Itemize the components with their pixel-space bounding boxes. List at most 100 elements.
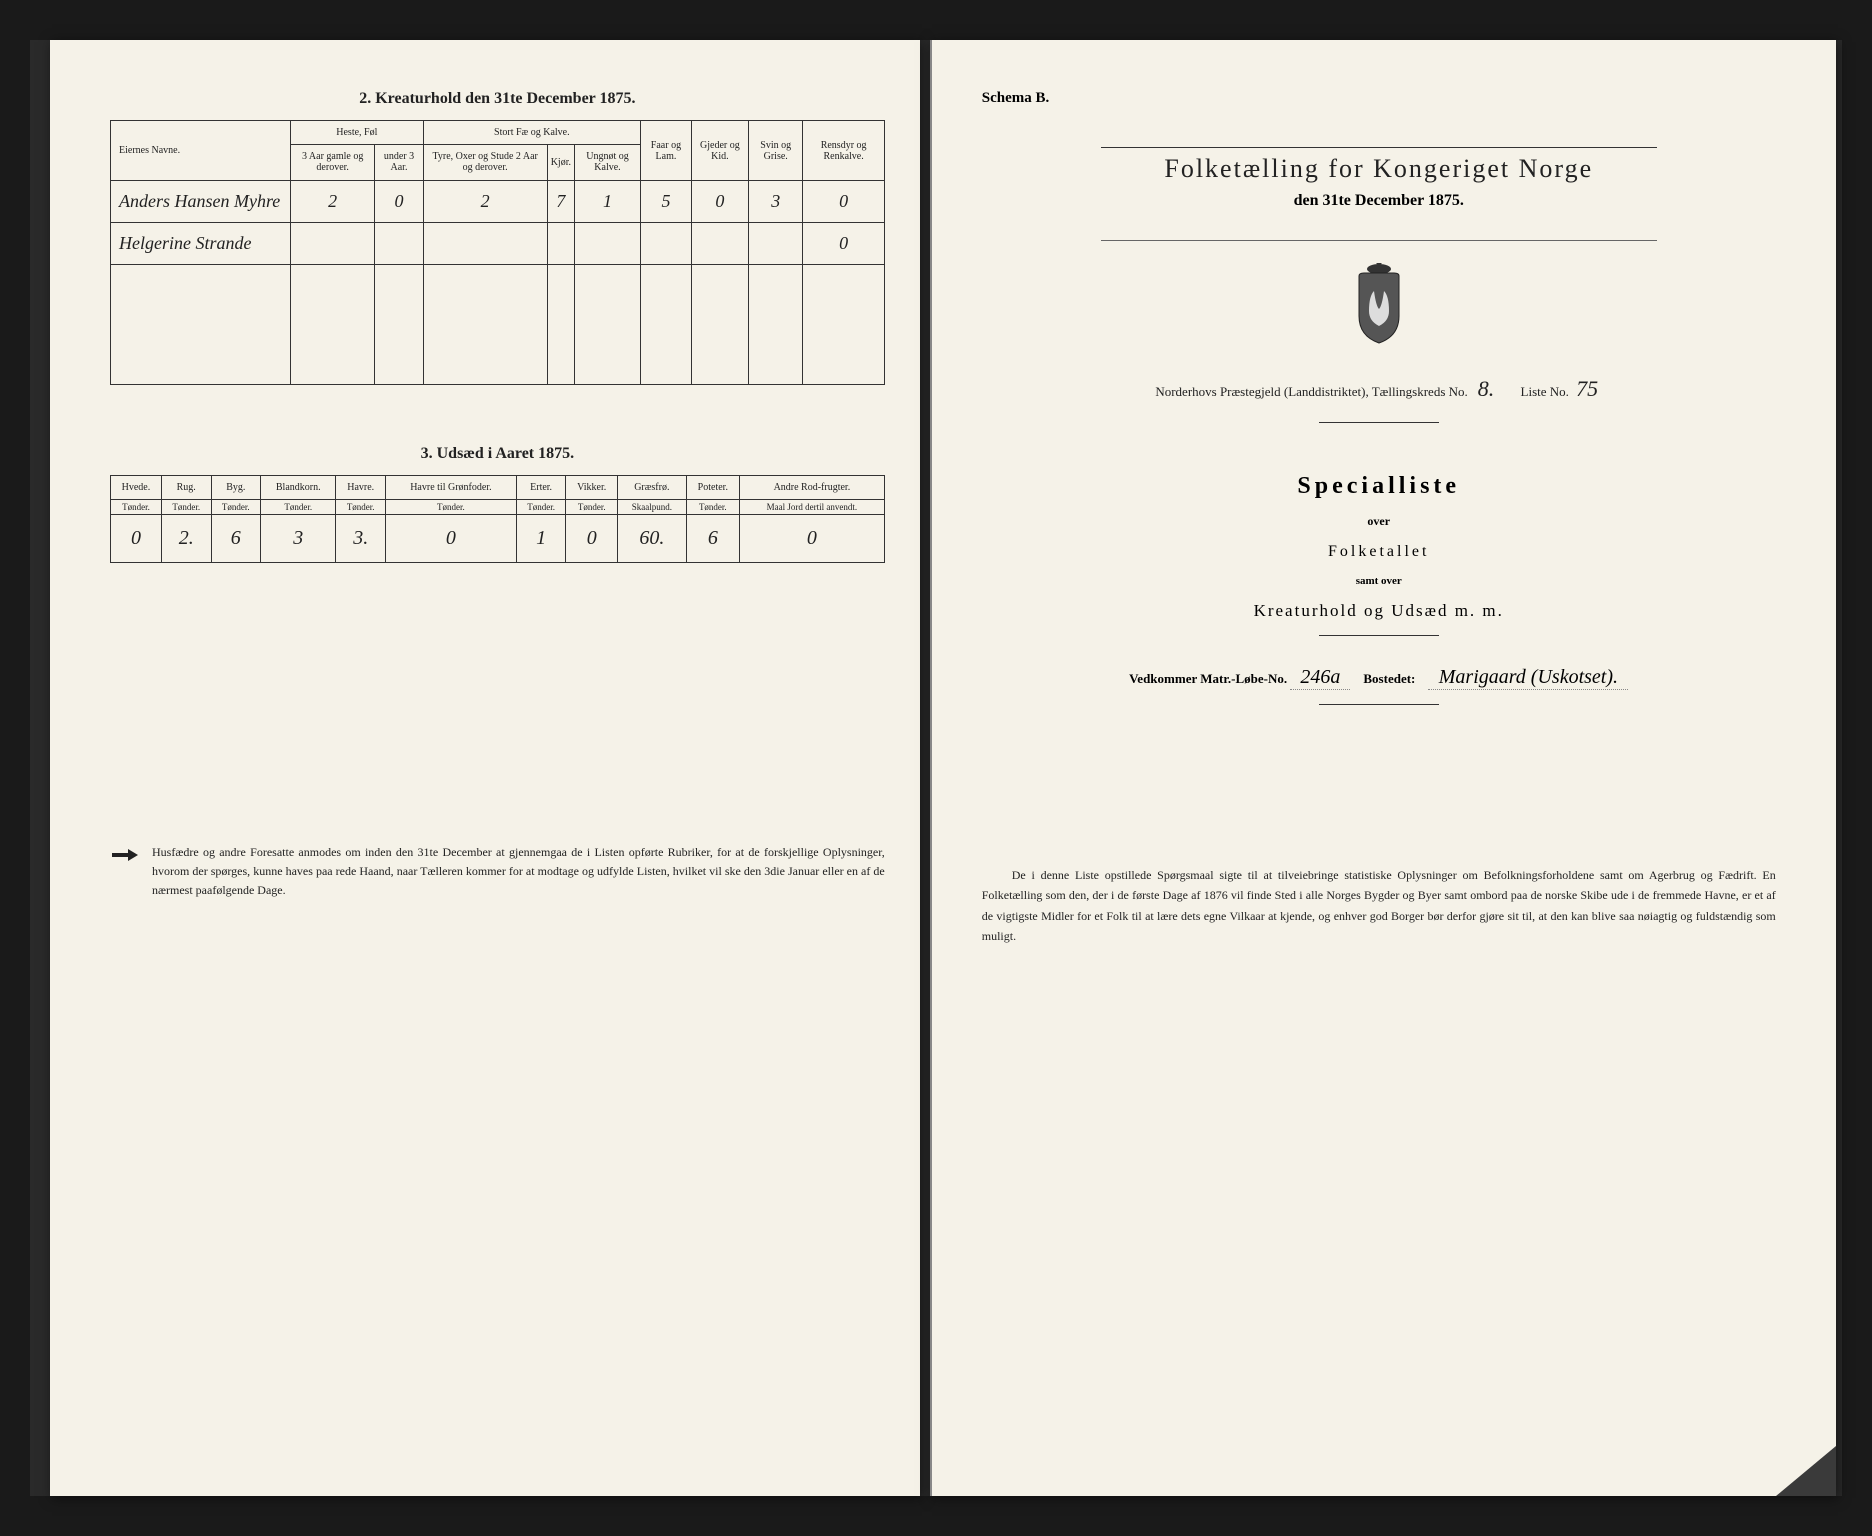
liste-number: 75 bbox=[1572, 376, 1602, 402]
cell: 6 bbox=[211, 515, 261, 563]
col-sheep: Faar og Lam. bbox=[641, 121, 692, 181]
district-line: Norderhovs Præstegjeld (Landdistriktet),… bbox=[982, 376, 1776, 402]
col-oats: Havre. bbox=[336, 476, 386, 500]
rule bbox=[1319, 704, 1439, 705]
unit: Tønder. bbox=[516, 500, 566, 515]
cell: 3 bbox=[261, 515, 336, 563]
cell: 0 bbox=[803, 223, 884, 265]
specialliste-heading: Specialliste bbox=[982, 473, 1776, 500]
table-row: Helgerine Strande 0 bbox=[111, 223, 885, 265]
cell-name: Helgerine Strande bbox=[111, 223, 291, 265]
left-page: 2. Kreaturhold den 31te December 1875. E… bbox=[50, 40, 920, 1496]
col-horses-under3: under 3 Aar. bbox=[375, 144, 423, 180]
schema-label: Schema B. bbox=[982, 90, 1776, 107]
over-label: over bbox=[982, 514, 1776, 529]
cell: 7 bbox=[547, 181, 574, 223]
cell: 0 bbox=[111, 515, 162, 563]
table-row: 0 2. 6 3 3. 0 1 0 60. 6 0 bbox=[111, 515, 885, 563]
col-mixed: Blandkorn. bbox=[261, 476, 336, 500]
left-footer-text: Husfædre og andre Foresatte anmodes om i… bbox=[152, 843, 885, 901]
section2-title: 2. Kreaturhold den 31te December 1875. bbox=[110, 90, 885, 108]
kreatur-heading: Kreaturhold og Udsæd m. m. bbox=[982, 601, 1776, 621]
col-oats-green: Havre til Grønfoder. bbox=[385, 476, 516, 500]
col-calves: Ungnøt og Kalve. bbox=[574, 144, 640, 180]
col-barley: Byg. bbox=[211, 476, 261, 500]
unit: Skaalpund. bbox=[618, 500, 687, 515]
col-horses-3yr: 3 Aar gamle og derover. bbox=[291, 144, 375, 180]
col-goats: Gjeder og Kid. bbox=[691, 121, 748, 181]
cell: 0 bbox=[566, 515, 618, 563]
col-bulls: Tyre, Oxer og Stude 2 Aar og derover. bbox=[423, 144, 547, 180]
rule bbox=[1101, 147, 1657, 148]
cell: 0 bbox=[803, 181, 884, 223]
unit: Tønder. bbox=[161, 500, 211, 515]
cell: 0 bbox=[740, 515, 885, 563]
coat-of-arms-icon bbox=[1344, 261, 1414, 346]
cell: 0 bbox=[385, 515, 516, 563]
cell bbox=[423, 223, 547, 265]
unit: Tønder. bbox=[686, 500, 739, 515]
district-number: 8. bbox=[1471, 376, 1501, 402]
seed-table: Hvede. Rug. Byg. Blandkorn. Havre. Havre… bbox=[110, 475, 885, 563]
cell bbox=[691, 223, 748, 265]
cell bbox=[748, 223, 803, 265]
cell: 60. bbox=[618, 515, 687, 563]
cell-name: Anders Hansen Myhre bbox=[111, 181, 291, 223]
bostedet-label: Bostedet: bbox=[1363, 671, 1415, 686]
rule bbox=[1319, 635, 1439, 636]
cell: 0 bbox=[691, 181, 748, 223]
col-potato: Poteter. bbox=[686, 476, 739, 500]
folketallet-heading: Folketallet bbox=[982, 543, 1776, 561]
unit: Tønder. bbox=[261, 500, 336, 515]
col-rye: Rug. bbox=[161, 476, 211, 500]
vedkommer-line: Vedkommer Matr.-Løbe-No. 246a Bostedet: … bbox=[982, 666, 1776, 690]
unit: Tønder. bbox=[566, 500, 618, 515]
pointing-hand-icon bbox=[110, 845, 140, 865]
matr-number: 246a bbox=[1290, 666, 1350, 690]
col-horses-group: Heste, Føl bbox=[291, 121, 424, 145]
bostedet-value: Marigaard (Uskotset). bbox=[1428, 666, 1628, 690]
col-wheat: Hvede. bbox=[111, 476, 162, 500]
cell: 1 bbox=[574, 181, 640, 223]
cell bbox=[641, 223, 692, 265]
col-cows: Kjør. bbox=[547, 144, 574, 180]
vedkommer-prefix: Vedkommer Matr.-Løbe-No. bbox=[1129, 671, 1287, 686]
col-vetch: Vikker. bbox=[566, 476, 618, 500]
table-row: Anders Hansen Myhre 2 0 2 7 1 5 0 3 0 bbox=[111, 181, 885, 223]
col-cattle-group: Stort Fæ og Kalve. bbox=[423, 121, 640, 145]
col-reindeer: Rensdyr og Renkalve. bbox=[803, 121, 884, 181]
col-peas: Erter. bbox=[516, 476, 566, 500]
cell bbox=[375, 223, 423, 265]
rule bbox=[1101, 240, 1657, 241]
col-other: Andre Rod-frugter. bbox=[740, 476, 885, 500]
unit: Tønder. bbox=[385, 500, 516, 515]
cell: 3. bbox=[336, 515, 386, 563]
cell: 2. bbox=[161, 515, 211, 563]
cell bbox=[291, 223, 375, 265]
page-corner-fold bbox=[1776, 1446, 1836, 1496]
cell: 3 bbox=[748, 181, 803, 223]
cell: 6 bbox=[686, 515, 739, 563]
unit: Maal Jord dertil anvendt. bbox=[740, 500, 885, 515]
unit: Tønder. bbox=[111, 500, 162, 515]
right-page: Schema B. Folketælling for Kongeriget No… bbox=[930, 40, 1836, 1496]
col-pigs: Svin og Grise. bbox=[748, 121, 803, 181]
section3-title: 3. Udsæd i Aaret 1875. bbox=[110, 445, 885, 463]
col-grass: Græsfrø. bbox=[618, 476, 687, 500]
cell bbox=[574, 223, 640, 265]
sub-title: den 31te December 1875. bbox=[982, 192, 1776, 210]
district-prefix: Norderhovs Præstegjeld (Landdistriktet),… bbox=[1155, 384, 1467, 399]
cell: 1 bbox=[516, 515, 566, 563]
cell: 2 bbox=[291, 181, 375, 223]
cell: 2 bbox=[423, 181, 547, 223]
col-owner-name: Eiernes Navne. bbox=[111, 121, 291, 181]
rule bbox=[1319, 422, 1439, 423]
unit: Tønder. bbox=[211, 500, 261, 515]
unit: Tønder. bbox=[336, 500, 386, 515]
main-title: Folketælling for Kongeriget Norge bbox=[982, 154, 1776, 184]
liste-label: Liste No. bbox=[1521, 384, 1569, 399]
samt-over-label: samt over bbox=[982, 575, 1776, 587]
livestock-table: Eiernes Navne. Heste, Føl Stort Fæ og Ka… bbox=[110, 120, 885, 385]
right-footer-text: De i denne Liste opstillede Spørgsmaal s… bbox=[982, 865, 1776, 947]
cell: 0 bbox=[375, 181, 423, 223]
